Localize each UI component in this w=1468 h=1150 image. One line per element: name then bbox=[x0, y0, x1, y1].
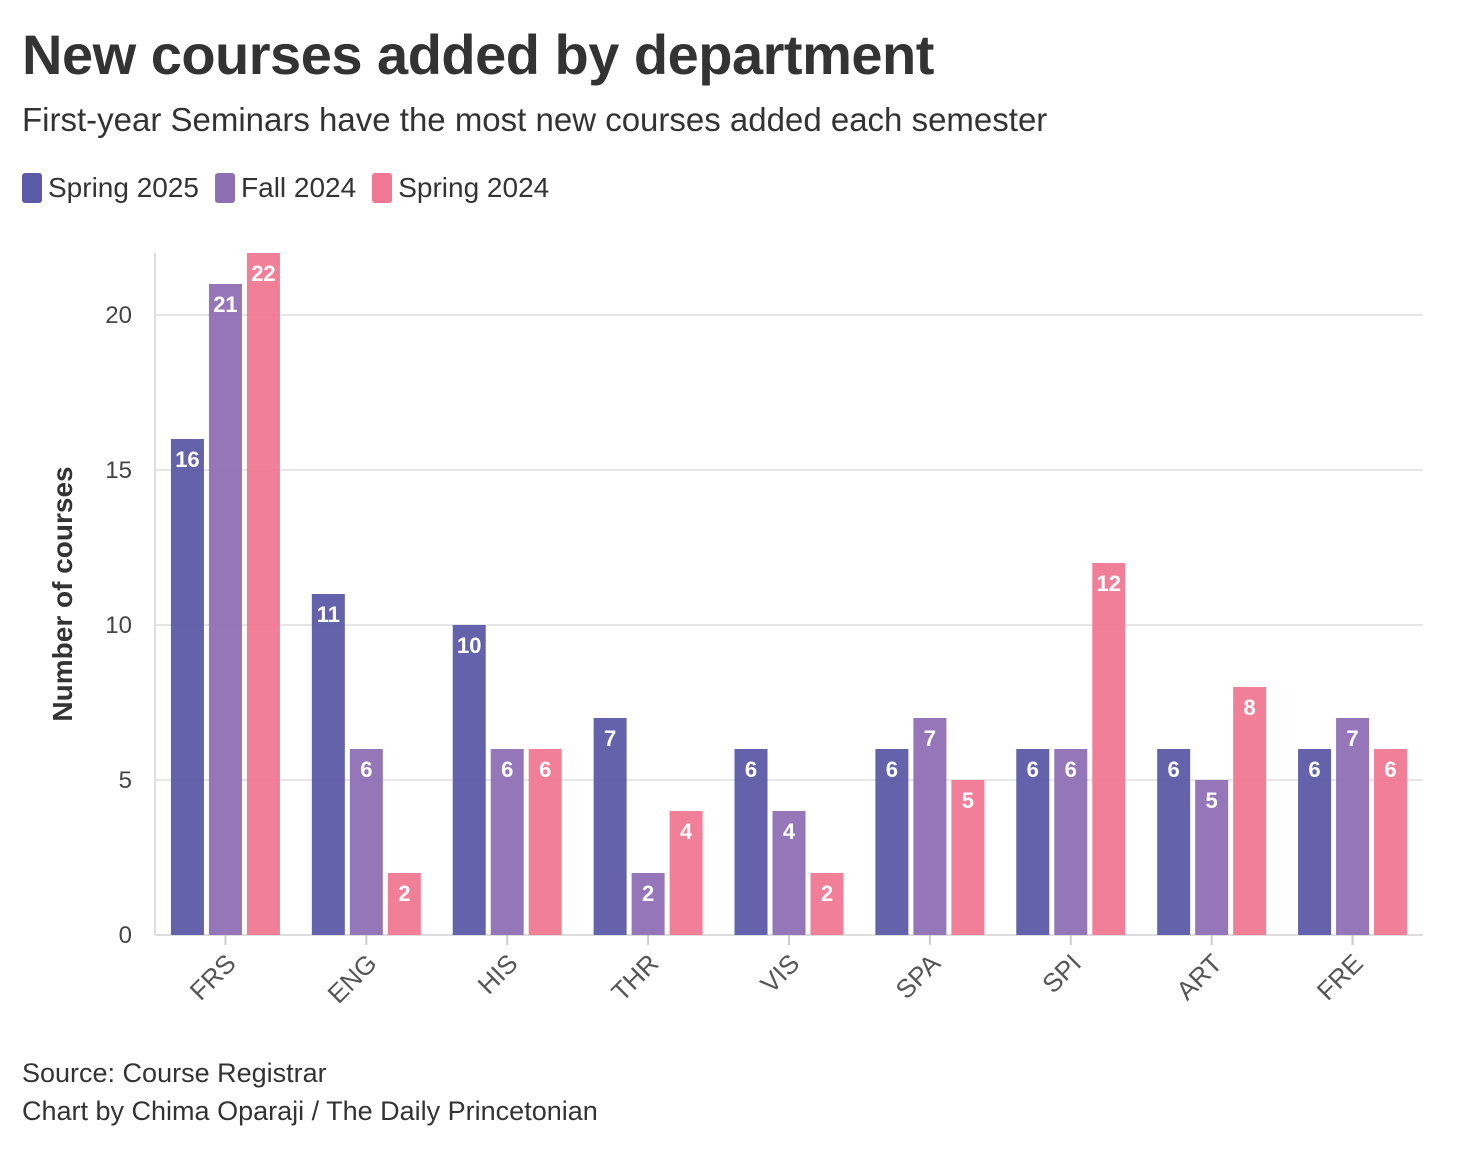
source-note: Source: Course Registrar bbox=[22, 1058, 327, 1088]
x-tick-label-thr: THR bbox=[605, 948, 664, 1007]
bar-label-spi-spring-2025: 6 bbox=[1027, 757, 1039, 782]
bar-his-spring-2025 bbox=[452, 625, 486, 935]
bar-eng-spring-2024 bbox=[387, 873, 421, 935]
x-tick-label-spi: SPI bbox=[1036, 948, 1087, 999]
bar-label-frs-spring-2025: 16 bbox=[175, 447, 199, 472]
y-axis-title: Number of courses bbox=[47, 466, 78, 721]
bar-frs-spring-2025 bbox=[170, 439, 204, 935]
bar-thr-fall-2024 bbox=[631, 873, 665, 935]
bar-label-spa-spring-2025: 6 bbox=[886, 757, 898, 782]
bar-label-vis-spring-2024: 2 bbox=[821, 881, 833, 906]
bar-spa-spring-2025 bbox=[875, 749, 909, 935]
bar-label-eng-spring-2024: 2 bbox=[398, 881, 410, 906]
bar-vis-spring-2024 bbox=[810, 873, 844, 935]
bar-fre-spring-2025 bbox=[1298, 749, 1332, 935]
bar-vis-spring-2025 bbox=[734, 749, 768, 935]
bar-label-spi-fall-2024: 6 bbox=[1065, 757, 1077, 782]
bar-label-fre-fall-2024: 7 bbox=[1346, 726, 1358, 751]
bar-label-spa-spring-2024: 5 bbox=[962, 788, 974, 813]
bar-label-art-spring-2024: 8 bbox=[1244, 695, 1256, 720]
bar-label-spi-spring-2024: 12 bbox=[1097, 571, 1121, 596]
bar-label-frs-fall-2024: 21 bbox=[213, 292, 237, 317]
bar-eng-spring-2025 bbox=[311, 594, 345, 935]
x-tick-label-frs: FRS bbox=[184, 948, 242, 1006]
legend-label-fall-2024: Fall 2024 bbox=[241, 172, 357, 203]
bar-label-thr-spring-2025: 7 bbox=[604, 726, 616, 751]
bar-art-spring-2025 bbox=[1157, 749, 1191, 935]
x-tick-label-eng: ENG bbox=[322, 948, 383, 1009]
bar-spa-fall-2024 bbox=[913, 718, 947, 935]
bar-label-his-spring-2024: 6 bbox=[539, 757, 551, 782]
legend-swatch-spring-2024 bbox=[372, 173, 393, 203]
legend-label-spring-2024: Spring 2024 bbox=[398, 172, 550, 203]
bar-art-fall-2024 bbox=[1195, 780, 1229, 935]
x-tick-label-vis: VIS bbox=[754, 948, 805, 999]
bar-frs-spring-2024 bbox=[246, 253, 280, 935]
legend-item-spring-2025: Spring 2025 bbox=[22, 172, 199, 204]
y-tick-label-10: 10 bbox=[105, 612, 132, 639]
legend-swatch-fall-2024 bbox=[215, 173, 236, 203]
y-tick-label-15: 15 bbox=[105, 457, 132, 484]
bar-label-eng-fall-2024: 6 bbox=[360, 757, 372, 782]
bar-eng-fall-2024 bbox=[349, 749, 383, 935]
x-tick-label-art: ART bbox=[1170, 948, 1228, 1006]
x-tick-label-his: HIS bbox=[472, 948, 524, 1000]
bar-spi-spring-2024 bbox=[1092, 563, 1126, 935]
legend-item-fall-2024: Fall 2024 bbox=[215, 172, 356, 204]
bar-his-fall-2024 bbox=[490, 749, 524, 935]
bar-label-eng-spring-2025: 11 bbox=[317, 602, 340, 627]
y-tick-label-0: 0 bbox=[119, 922, 132, 949]
bar-label-fre-spring-2024: 6 bbox=[1384, 757, 1396, 782]
bar-art-spring-2024 bbox=[1233, 687, 1267, 935]
bar-his-spring-2024 bbox=[528, 749, 562, 935]
bar-label-his-fall-2024: 6 bbox=[501, 757, 513, 782]
bar-thr-spring-2024 bbox=[669, 811, 703, 935]
bar-label-vis-spring-2025: 6 bbox=[745, 757, 757, 782]
legend-item-spring-2024: Spring 2024 bbox=[372, 172, 549, 204]
y-tick-label-5: 5 bbox=[119, 767, 132, 794]
bar-spa-spring-2024 bbox=[951, 780, 985, 935]
legend-label-spring-2025: Spring 2025 bbox=[48, 172, 200, 203]
chart-title: New courses added by department bbox=[22, 23, 934, 86]
bar-label-thr-spring-2024: 4 bbox=[680, 819, 693, 844]
bar-vis-fall-2024 bbox=[772, 811, 806, 935]
bar-label-fre-spring-2025: 6 bbox=[1308, 757, 1320, 782]
bar-label-frs-spring-2024: 22 bbox=[251, 261, 275, 286]
bar-label-spa-fall-2024: 7 bbox=[924, 726, 936, 751]
legend: Spring 2025 Fall 2024 Spring 2024 bbox=[22, 172, 565, 204]
bar-frs-fall-2024 bbox=[208, 284, 242, 935]
bar-label-vis-fall-2024: 4 bbox=[783, 819, 796, 844]
bar-label-thr-fall-2024: 2 bbox=[642, 881, 654, 906]
credit-note: Chart by Chima Oparaji / The Daily Princ… bbox=[22, 1096, 598, 1126]
bar-label-art-spring-2025: 6 bbox=[1168, 757, 1180, 782]
bar-fre-spring-2024 bbox=[1374, 749, 1408, 935]
legend-swatch-spring-2025 bbox=[22, 173, 42, 203]
bar-thr-spring-2025 bbox=[593, 718, 627, 935]
x-tick-label-fre: FRE bbox=[1311, 948, 1369, 1006]
bar-fre-fall-2024 bbox=[1336, 718, 1370, 935]
bar-label-his-spring-2025: 10 bbox=[457, 633, 481, 658]
y-tick-label-20: 20 bbox=[105, 302, 132, 329]
x-tick-label-spa: SPA bbox=[889, 948, 946, 1005]
bar-spi-spring-2025 bbox=[1016, 749, 1050, 935]
bar-label-art-fall-2024: 5 bbox=[1206, 788, 1218, 813]
bar-spi-fall-2024 bbox=[1054, 749, 1088, 935]
chart-subtitle: First-year Seminars have the most new co… bbox=[22, 101, 1048, 138]
